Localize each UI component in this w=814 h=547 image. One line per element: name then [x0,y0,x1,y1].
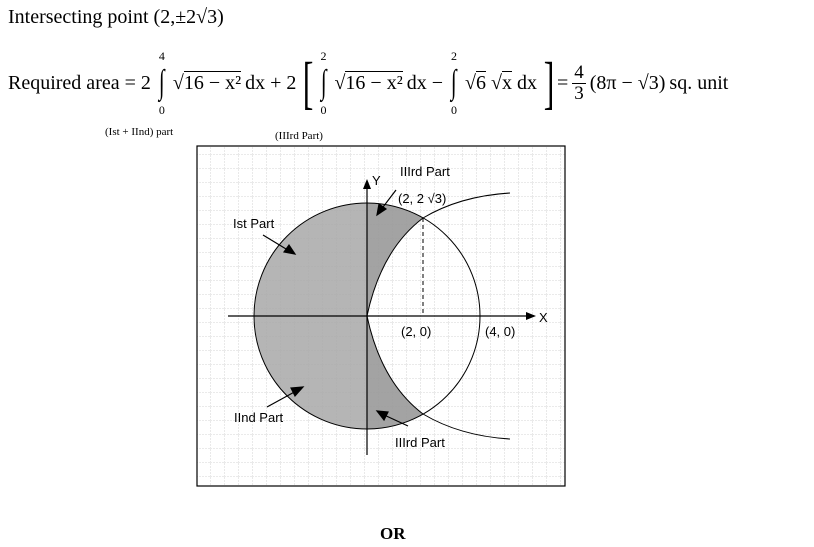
label-ist: Ist Part [233,216,275,231]
int2-upper: 2 [320,49,327,63]
int1-tail: dx + 2 [245,71,297,94]
area-formula: Required area = 2 4 ∫ 0 √16 − x² dx + 2 … [8,42,732,124]
int3-tail: dx [516,71,537,94]
result-value: (8π − √3) [589,71,666,94]
parabola-lower [366,315,511,440]
integral-sign-1: ∫ [159,64,165,101]
label-2-0: (2, 0) [401,324,431,339]
int1-radicand: 16 − x² [183,70,242,94]
integral-1: 4 ∫ 0 [155,49,169,117]
label-iiird-bottom: IIIrd Part [395,435,445,450]
int2-radicand: 16 − x² [345,70,403,94]
label-4-0: (4, 0) [485,324,515,339]
or-separator: OR [380,524,406,543]
int1-upper: 4 [158,49,165,63]
integral-2: 2 ∫ 0 [316,49,330,117]
integral-sign-2: ∫ [320,64,327,101]
fraction-denominator: 3 [574,82,584,104]
int3-body: √6 √x dx [464,70,537,94]
int3-upper: 2 [450,49,457,63]
intersection-line: Intersecting point (2,±2√3) [8,6,224,29]
intersection-label: Intersecting point [8,6,149,28]
int3-note: (IIIrd Part) [275,130,323,142]
int2-tail: dx − [406,71,443,94]
label-iind: IInd Part [234,410,284,425]
label-iiird-top: IIIrd Part [400,164,450,179]
int3-sqrt6: 6 [475,70,486,94]
int2-radical: √16 − x² [334,70,403,94]
integral-3: 2 ∫ 0 [447,49,461,117]
label-y: Y [372,173,381,188]
y-arrow-icon [363,179,371,189]
int1-lower: 0 [158,103,165,117]
int2-lower: 0 [320,103,327,117]
int3-lower: 0 [450,103,457,117]
right-bracket: ] [543,50,555,115]
arrows [262,189,409,427]
intersection-point: (2,±2√3) [153,6,224,28]
left-bracket: [ [303,50,314,115]
integral-sign-3: ∫ [451,64,457,101]
result-unit: sq. unit [669,71,729,94]
int1-note: (Ist + IInd) part [105,126,174,138]
int1-radical: √16 − x² [172,70,242,94]
formula-lhs: Required area = 2 [8,71,151,94]
int3-sqrtx: x [501,70,512,94]
x-arrow-icon [526,312,536,320]
label-x: X [539,310,548,325]
fraction-numerator: 4 [572,61,586,84]
label-point-top: (2, 2 √3) [398,191,446,206]
equals-sign: = [556,71,569,94]
